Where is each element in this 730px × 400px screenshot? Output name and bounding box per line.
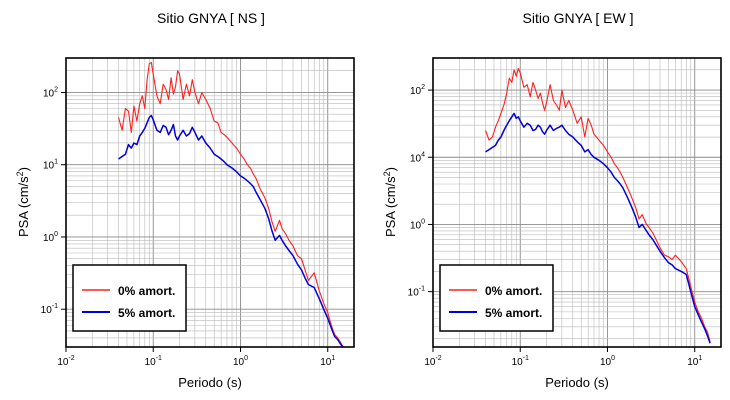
series-line-damped bbox=[485, 112, 711, 344]
legend: 0% amort. 5% amort. bbox=[439, 264, 554, 332]
x-tick-label: 10-1 bbox=[145, 355, 162, 368]
legend-label-1: 5% amort. bbox=[118, 306, 175, 320]
legend-box bbox=[72, 264, 187, 332]
x-tick-label: 100 bbox=[233, 355, 248, 368]
x-tick-labels: 10-2 10-1 100 101 bbox=[57, 347, 335, 368]
x-tick-label: 10-1 bbox=[512, 355, 529, 368]
chart-panel-ns: Sitio GNYA [ NS ] 10-2 10-1 100 101 10-1 100… bbox=[15, 10, 355, 390]
series-line-damped bbox=[118, 114, 344, 348]
y-tick-label: 100 bbox=[410, 218, 425, 231]
x-tick-labels: 10-2 10-1 100 101 bbox=[424, 347, 702, 368]
x-tick-label: 101 bbox=[687, 355, 702, 368]
plot-frame bbox=[65, 57, 355, 348]
x-axis-label: Periodo (s) bbox=[545, 375, 609, 390]
y-axis-label: PSA (cm/s2) bbox=[382, 167, 398, 237]
y-tick-label: 101 bbox=[43, 159, 58, 172]
series-line-undamped bbox=[484, 67, 711, 342]
grid-lines bbox=[432, 57, 722, 347]
legend: 0% amort. 5% amort. bbox=[72, 264, 187, 332]
chart-title: Sitio GNYA [ EW ] bbox=[523, 10, 634, 26]
legend-label-0: 0% amort. bbox=[118, 284, 175, 298]
y-tick-label: 104 bbox=[410, 151, 425, 164]
chart-panel-ew: Sitio GNYA [ EW ] 10-2 10-1 100 101 10-1 100… bbox=[382, 10, 722, 390]
legend-label-0: 0% amort. bbox=[485, 284, 542, 298]
y-tick-label: 102 bbox=[43, 86, 58, 99]
x-axis-label: Periodo (s) bbox=[178, 375, 242, 390]
chart-title: Sitio GNYA [ NS ] bbox=[157, 10, 265, 26]
y-tick-labels: 10-1 100 101 102 bbox=[41, 86, 66, 316]
legend-box bbox=[439, 264, 554, 332]
plot-frame bbox=[432, 57, 722, 348]
x-tick-label: 10-2 bbox=[57, 355, 74, 368]
plot-area bbox=[484, 67, 711, 344]
y-tick-label: 10-1 bbox=[41, 303, 58, 316]
x-tick-label: 100 bbox=[600, 355, 615, 368]
plot-area bbox=[117, 61, 344, 348]
y-tick-labels: 10-1 100 104 102 bbox=[408, 84, 433, 299]
series-line-undamped bbox=[117, 61, 344, 348]
x-tick-label: 10-2 bbox=[424, 355, 441, 368]
y-tick-label: 10-1 bbox=[408, 286, 425, 299]
x-tick-label: 101 bbox=[320, 355, 335, 368]
y-tick-label: 102 bbox=[410, 84, 425, 97]
legend-label-1: 5% amort. bbox=[485, 306, 542, 320]
y-tick-label: 100 bbox=[43, 231, 58, 244]
y-axis-label: PSA (cm/s2) bbox=[15, 167, 31, 237]
